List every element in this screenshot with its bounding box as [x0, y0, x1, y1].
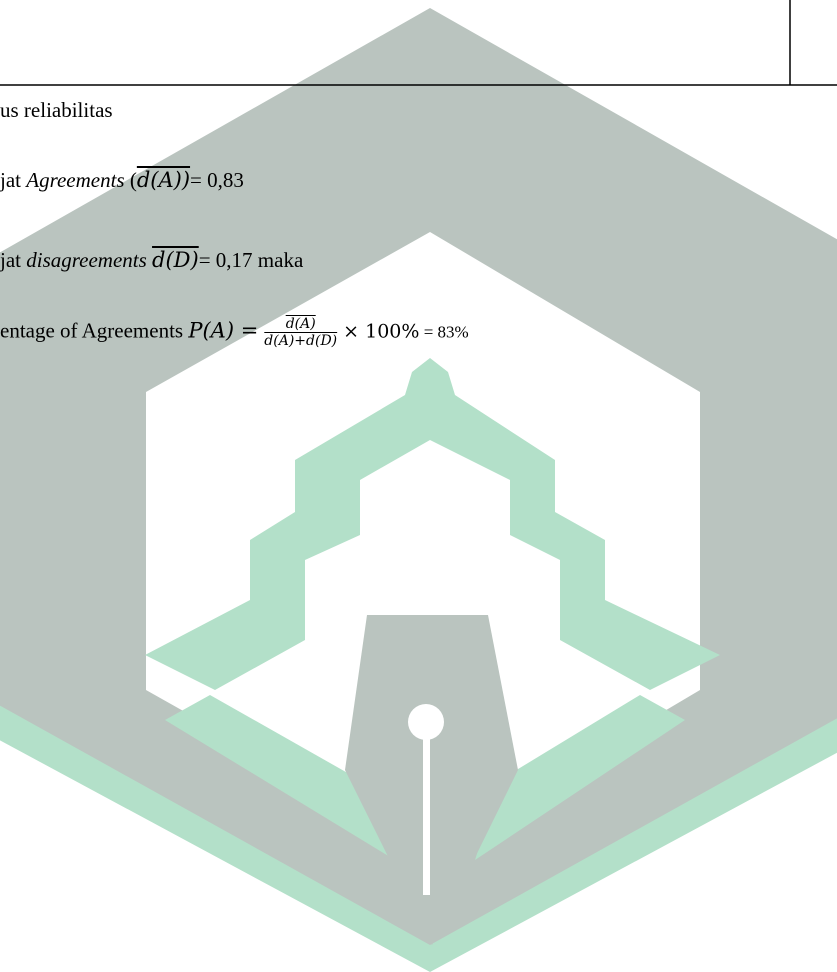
text-line: us reliabilitas — [0, 98, 113, 123]
text-line: entage of Agreements P(A) =d(A)d(A)+d(D)… — [0, 316, 469, 349]
watermark — [0, 0, 837, 972]
text: jat — [0, 248, 26, 272]
text: = 0,17 maka — [199, 248, 304, 272]
numerator: d(A) — [284, 316, 318, 333]
fraction: d(A)d(A)+d(D) — [264, 316, 337, 349]
denominator-part: d(D) — [306, 333, 337, 349]
symbol: d(A)) — [137, 168, 190, 192]
symbol: P(A) = — [188, 318, 258, 342]
plus: + — [294, 333, 306, 349]
text: ( — [125, 168, 137, 192]
page: us reliabilitas jat Agreements (d(A))= 0… — [0, 0, 837, 972]
term: Agreements — [26, 168, 124, 192]
watermark-nib-hole — [408, 704, 444, 740]
times: × 100% — [343, 320, 419, 342]
result: = 83% — [419, 322, 468, 341]
text: entage of Agreements — [0, 318, 188, 342]
denominator-part: d(A) — [264, 333, 294, 349]
text-line: jat disagreements d(D)= 0,17 maka — [0, 248, 303, 273]
term: disagreements — [26, 248, 147, 272]
text: jat — [0, 168, 26, 192]
text: us reliabilitas — [0, 98, 113, 122]
denominator: d(A)+d(D) — [264, 333, 337, 349]
text-line: jat Agreements (d(A))= 0,83 — [0, 168, 244, 193]
watermark-nib-slit — [423, 735, 430, 895]
result-text: = 83% — [424, 322, 469, 341]
text: = 0,83 — [190, 168, 244, 192]
symbol: d(D) — [152, 248, 199, 272]
